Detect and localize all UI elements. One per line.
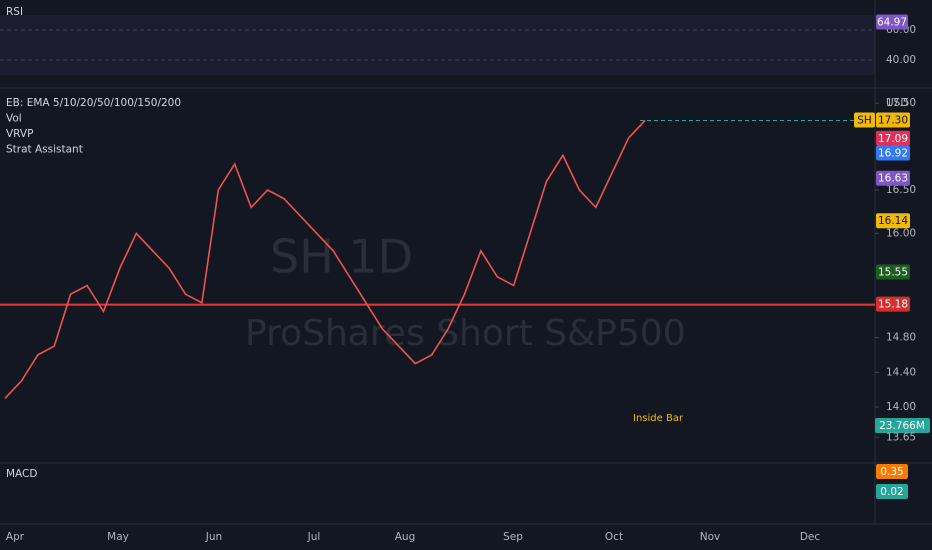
price-badge-text: 15.18	[878, 299, 908, 311]
indicator-label: Strat Assistant	[6, 144, 83, 156]
price-tick-label: 17.50	[886, 97, 916, 109]
indicator-label: EB: EMA 5/10/20/50/100/150/200	[6, 97, 181, 109]
price-badge	[876, 130, 910, 146]
watermark-symbol: SH 1D	[270, 230, 413, 284]
inside-bar-annotation: Inside Bar	[633, 413, 684, 424]
month-label: Oct	[605, 531, 623, 543]
price-badge	[876, 112, 910, 128]
month-label: Dec	[800, 531, 821, 543]
price-tick-label: 16.50	[886, 184, 916, 196]
month-label: Sep	[503, 531, 523, 543]
macd-label: MACD	[6, 468, 37, 480]
price-badge-text: 15.55	[878, 266, 908, 278]
month-label: Aug	[395, 531, 416, 543]
price-tick-label: 14.80	[886, 332, 916, 344]
indicator-label: VRVP	[6, 128, 33, 140]
watermark-name: ProShares Short S&P500	[245, 313, 686, 354]
price-badge-text: 16.63	[878, 173, 908, 185]
rsi-label: RSI	[6, 6, 23, 18]
price-tick-label: 14.40	[886, 366, 916, 378]
price-tick-label: 13.65	[886, 431, 916, 443]
month-label: Nov	[700, 531, 721, 543]
volume-badge	[875, 418, 930, 433]
rsi-badge	[876, 14, 908, 30]
price-badge-text: 16.92	[878, 148, 908, 160]
currency-label: USD	[886, 97, 908, 109]
price-line	[4, 120, 646, 399]
month-label: Apr	[6, 531, 25, 543]
volume-badge-text: 23.766M	[879, 420, 925, 432]
macd-badge-text: 0.35	[880, 466, 903, 478]
rsi-band	[0, 15, 875, 75]
price-badge	[876, 170, 910, 186]
rsi-tick-label: 40.00	[886, 54, 916, 66]
price-badge	[876, 213, 910, 229]
symbol-tag-text: SH	[857, 115, 872, 127]
rsi-badge-text: 64.97	[877, 17, 907, 29]
price-badge	[876, 296, 910, 312]
indicator-label: Vol	[6, 113, 22, 125]
month-label: Jun	[205, 531, 222, 543]
price-badge-text: 17.30	[878, 115, 908, 127]
symbol-tag	[854, 112, 875, 128]
month-label: May	[107, 531, 129, 543]
price-badge-text: 16.14	[878, 215, 908, 227]
macd-badge	[876, 464, 908, 479]
macd-badge	[876, 484, 908, 499]
price-tick-label: 16.00	[886, 227, 916, 239]
month-label: Jul	[307, 531, 321, 543]
price-badge-text: 17.09	[878, 133, 908, 145]
price-badge	[876, 264, 910, 280]
price-tick-label: 14.00	[886, 401, 916, 413]
price-badge	[876, 145, 910, 161]
macd-badge-text: 0.02	[880, 486, 903, 498]
